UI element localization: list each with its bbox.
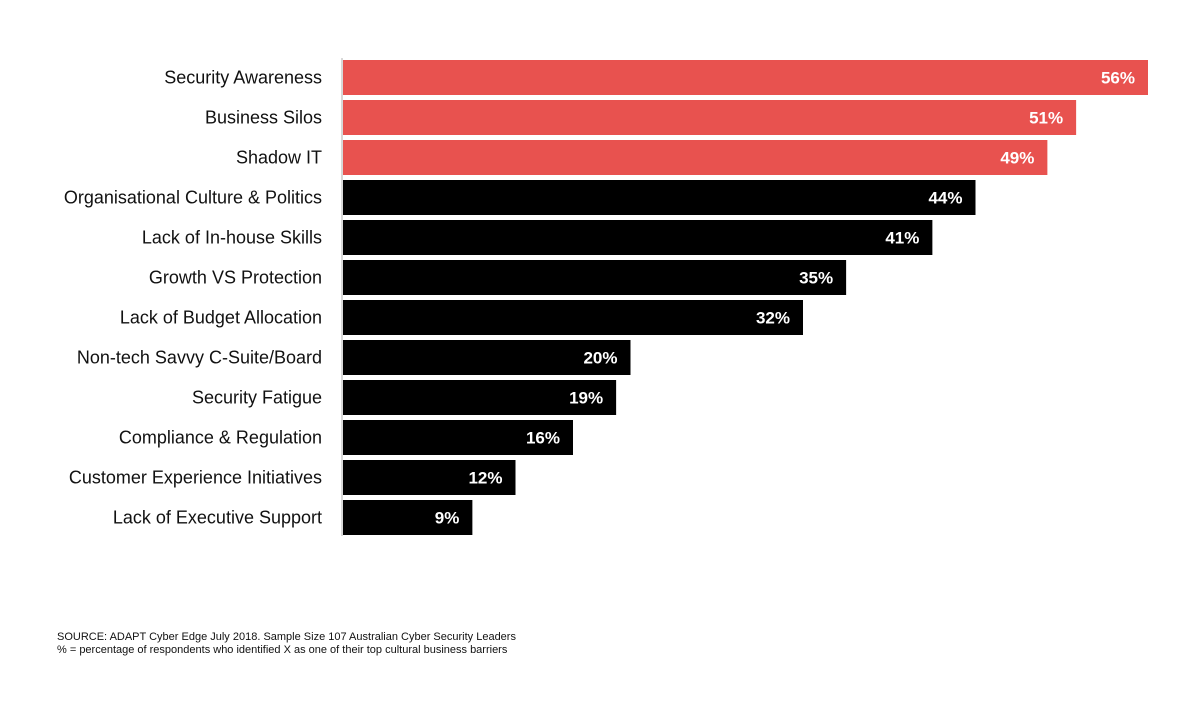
value-label: 51% [1029,109,1063,128]
value-label: 20% [583,349,617,368]
value-label: 41% [885,229,919,248]
category-label: Organisational Culture & Politics [64,188,322,208]
value-label: 49% [1000,149,1034,168]
source-note: SOURCE: ADAPT Cyber Edge July 2018. Samp… [57,631,516,643]
bar-8 [343,340,631,375]
value-label: 19% [569,389,603,408]
bar-4 [343,180,976,215]
value-label: 44% [928,189,962,208]
value-label: 9% [435,509,460,528]
category-label: Security Awareness [164,68,322,88]
value-label: 32% [756,309,790,328]
bar-6 [343,260,847,295]
value-label: 35% [799,269,833,288]
bar-7 [343,300,803,335]
category-label: Security Fatigue [192,388,322,408]
category-label: Customer Experience Initiatives [69,468,322,488]
category-label: Growth VS Protection [149,268,322,288]
definition-note: % = percentage of respondents who identi… [57,644,508,656]
bar-3 [343,140,1048,175]
category-label: Lack of Budget Allocation [120,308,322,328]
value-label: 16% [526,429,560,448]
category-label: Lack of Executive Support [113,508,322,528]
category-label: Non-tech Savvy C-Suite/Board [77,348,322,368]
bar-5 [343,220,933,255]
value-label: 56% [1101,69,1135,88]
bar-1 [343,60,1148,95]
bar-11 [343,460,516,495]
category-label: Business Silos [205,108,322,128]
category-label: Lack of In-house Skills [142,228,322,248]
bar-10 [343,420,573,455]
bar-9 [343,380,617,415]
category-label: Shadow IT [236,148,322,168]
value-label: 12% [468,469,502,488]
bar-12 [343,500,473,535]
bar-2 [343,100,1077,135]
category-label: Compliance & Regulation [119,428,322,448]
bars-group: Security Awareness 56% Business Silos 51% Sh… [64,60,1148,535]
